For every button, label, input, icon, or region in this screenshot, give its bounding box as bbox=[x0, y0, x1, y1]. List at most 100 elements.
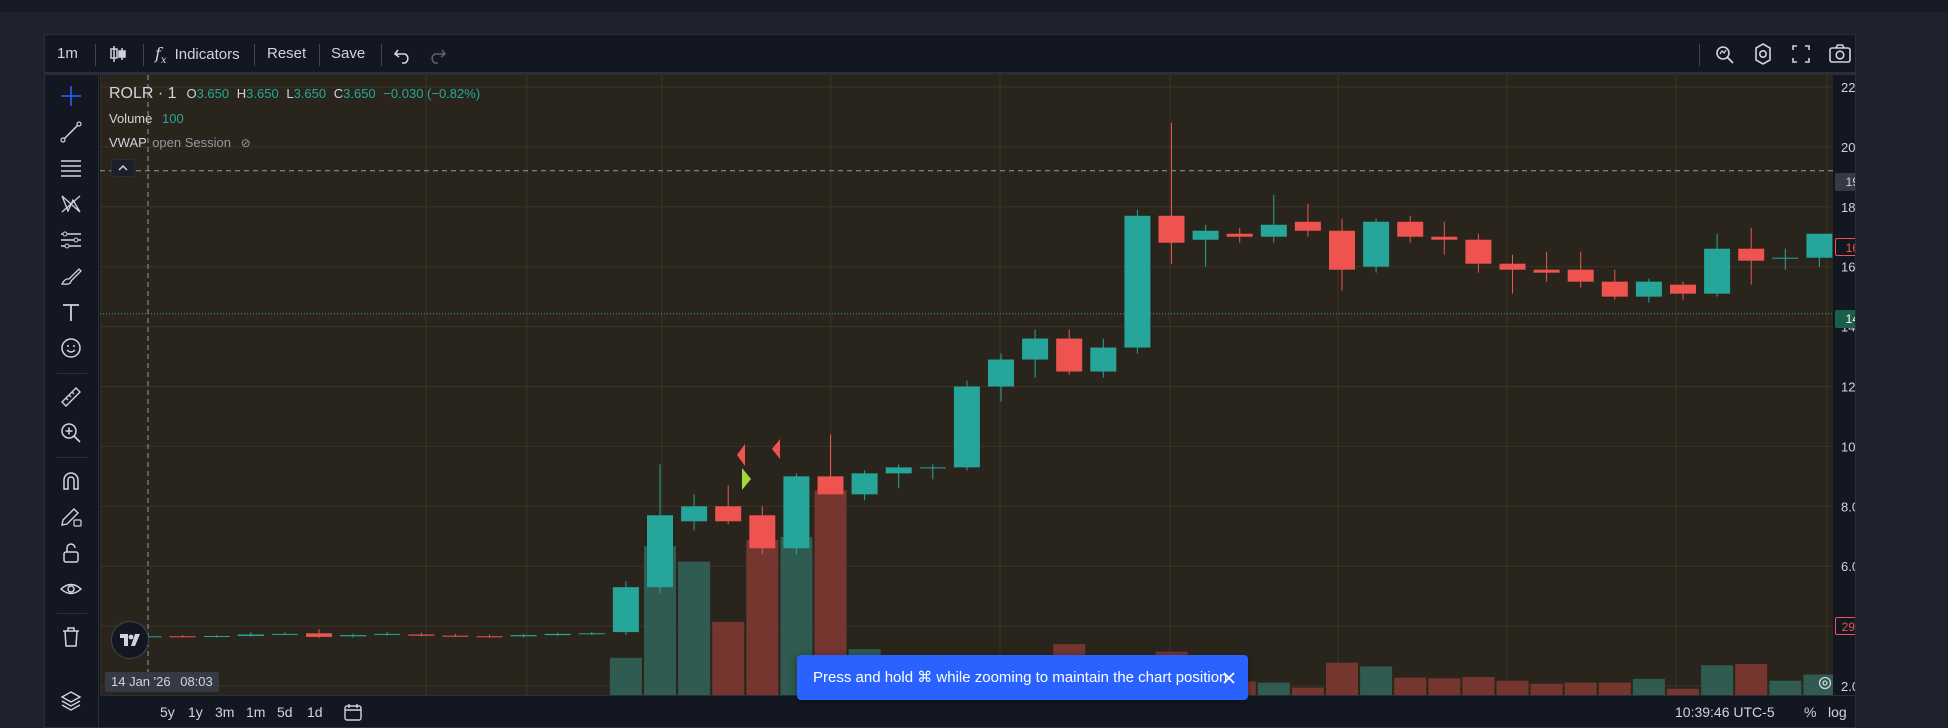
change-value: −0.030 (−0.82%) bbox=[383, 86, 481, 101]
candle-body bbox=[1567, 269, 1594, 282]
pattern-tool[interactable] bbox=[55, 190, 87, 218]
toolbar-divider bbox=[319, 44, 320, 66]
percent-toggle[interactable]: % bbox=[1804, 704, 1817, 720]
quick-search-button[interactable] bbox=[1711, 41, 1739, 67]
calendar-icon bbox=[344, 704, 362, 721]
candle-body bbox=[1397, 221, 1424, 237]
crosshair-time: 08:03 bbox=[180, 674, 213, 689]
log-toggle[interactable]: log bbox=[1828, 704, 1847, 720]
layers-icon bbox=[60, 691, 82, 711]
range-1d[interactable]: 1d bbox=[307, 704, 323, 720]
measure-tool[interactable] bbox=[55, 383, 87, 411]
price-tick-label: 22.000 bbox=[1841, 80, 1856, 95]
tools-divider bbox=[57, 457, 87, 458]
candle-body bbox=[1022, 338, 1049, 360]
magnet-tool[interactable] bbox=[55, 467, 87, 495]
volume-bar bbox=[1326, 662, 1358, 695]
crosshair-price-label: 19.204 bbox=[1835, 173, 1855, 191]
open-value: 3.650 bbox=[196, 86, 230, 101]
chart-overlays bbox=[100, 75, 1833, 695]
volume-bar bbox=[1428, 678, 1461, 695]
candle-body bbox=[203, 635, 230, 637]
volume-bar bbox=[1462, 677, 1495, 695]
stay-in-drawing-mode[interactable] bbox=[55, 503, 87, 531]
volume-legend[interactable]: Volume 100 bbox=[109, 111, 184, 126]
candle-body bbox=[612, 587, 639, 633]
clock[interactable]: 10:39:46 UTC-5 bbox=[1675, 704, 1775, 720]
fullscreen-button[interactable] bbox=[1787, 41, 1815, 67]
brush-icon bbox=[61, 268, 82, 285]
toolbar-divider bbox=[381, 44, 382, 66]
brush-tool[interactable] bbox=[55, 262, 87, 290]
range-5d[interactable]: 5d bbox=[277, 704, 293, 720]
candle-body bbox=[1363, 221, 1390, 267]
ruler-icon bbox=[61, 387, 81, 407]
candles bbox=[135, 122, 1855, 639]
fx-icon: fx bbox=[155, 44, 167, 67]
candle-body bbox=[1192, 230, 1219, 240]
redo-button[interactable] bbox=[423, 41, 451, 67]
trend-line-tool[interactable] bbox=[55, 118, 87, 146]
candle-body bbox=[374, 633, 401, 635]
volume-bar bbox=[1496, 680, 1529, 695]
candle-body bbox=[476, 636, 503, 638]
eye-icon bbox=[59, 583, 83, 595]
candle-body bbox=[1090, 347, 1117, 372]
range-3m[interactable]: 3m bbox=[215, 704, 235, 720]
collapse-legend-button[interactable] bbox=[111, 159, 135, 177]
chart-type-button[interactable] bbox=[103, 41, 133, 67]
vwap-legend[interactable]: VWAP open Session ⊘ bbox=[109, 135, 251, 150]
gear-small-icon bbox=[1818, 676, 1832, 690]
interval-button[interactable]: 1m bbox=[57, 45, 78, 62]
zoom-in-tool[interactable] bbox=[55, 419, 87, 447]
camera-icon bbox=[1829, 44, 1851, 63]
close-label: C bbox=[333, 86, 344, 101]
close-value: 3.650 bbox=[343, 86, 376, 101]
undo-button[interactable] bbox=[389, 41, 417, 67]
symbol-title[interactable]: ROLR · 1 bbox=[109, 85, 177, 102]
price-tick-label: 20.000 bbox=[1841, 140, 1856, 155]
buy-marker bbox=[742, 468, 751, 490]
price-tick-label: 2.000 bbox=[1841, 679, 1856, 694]
zoom-in-icon bbox=[61, 423, 81, 443]
price-chart[interactable]: 22.00020.00018.00016.00014.00012.00010.0… bbox=[100, 75, 1856, 728]
last-price-label: 16.910 bbox=[1835, 238, 1855, 256]
crosshair-icon bbox=[61, 86, 81, 106]
crosshair-tool[interactable] bbox=[55, 82, 87, 110]
sell-marker bbox=[737, 444, 745, 466]
candle-body bbox=[647, 515, 673, 588]
emoji-tool[interactable] bbox=[55, 334, 87, 362]
save-button[interactable]: Save bbox=[331, 45, 366, 62]
candle-body bbox=[1772, 257, 1799, 259]
date-range-button[interactable] bbox=[343, 702, 363, 727]
indicators-button[interactable]: fx Indicators bbox=[149, 41, 246, 67]
toolbar-divider bbox=[143, 44, 144, 66]
volume-bar bbox=[746, 540, 779, 695]
fib-tool[interactable] bbox=[55, 154, 87, 182]
candle-body bbox=[817, 476, 844, 495]
price-tick-label: 18.000 bbox=[1841, 200, 1856, 215]
range-1y[interactable]: 1y bbox=[188, 704, 203, 720]
settings-button[interactable] bbox=[1749, 41, 1777, 67]
price-axis-bg[interactable] bbox=[1833, 75, 1856, 695]
candle-body bbox=[1635, 281, 1662, 297]
toolbar-divider bbox=[1699, 44, 1700, 66]
text-tool[interactable] bbox=[55, 298, 87, 326]
range-1m[interactable]: 1m bbox=[246, 704, 266, 720]
hide-drawings-tool[interactable] bbox=[55, 575, 87, 603]
zoom-hint-toast: Press and hold ⌘ while zooming to mainta… bbox=[797, 655, 1248, 700]
toast-close-button[interactable] bbox=[1218, 655, 1240, 700]
time-axis-settings[interactable] bbox=[1817, 675, 1833, 696]
redo-icon bbox=[431, 49, 447, 64]
hidden-eye-icon[interactable]: ⊘ bbox=[240, 136, 251, 150]
drawing-toolbar bbox=[45, 75, 99, 727]
reset-button[interactable]: Reset bbox=[267, 45, 307, 62]
projection-tool[interactable] bbox=[55, 226, 87, 254]
tradingview-logo[interactable] bbox=[111, 621, 149, 659]
screenshot-button[interactable] bbox=[1825, 41, 1855, 67]
remove-drawings-tool[interactable] bbox=[55, 623, 87, 651]
range-5y[interactable]: 5y bbox=[160, 704, 175, 720]
lock-drawings-tool[interactable] bbox=[55, 539, 87, 567]
volume-bar bbox=[1735, 664, 1768, 695]
object-tree-tool[interactable] bbox=[55, 687, 87, 715]
